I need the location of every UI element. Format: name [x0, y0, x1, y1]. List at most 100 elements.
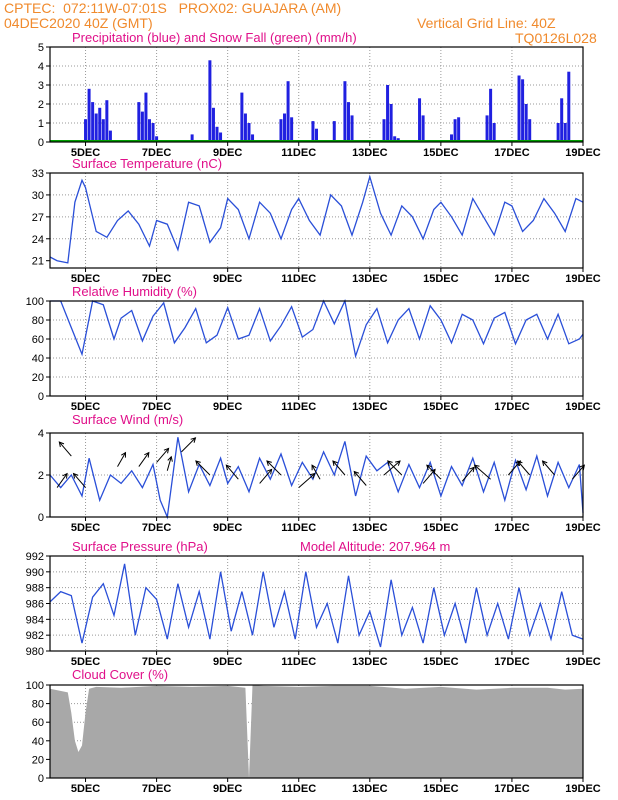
panel-frame — [49, 432, 584, 518]
y-tick-label: 20 — [32, 754, 44, 766]
x-tick-label: 5DEC — [71, 273, 100, 285]
precip-bar — [418, 98, 422, 142]
x-tick-label: 5DEC — [71, 783, 100, 795]
x-tick-label: 11DEC — [281, 522, 316, 534]
x-tick-label: 7DEC — [142, 401, 171, 413]
panel-title: Surface Pressure (hPa) — [72, 539, 208, 554]
x-tick-label: 19DEC — [565, 656, 601, 668]
y-tick-label: 100 — [26, 296, 44, 308]
precip-bar — [140, 111, 144, 142]
precip-bar — [382, 119, 386, 142]
precip-bar — [105, 100, 109, 142]
precip-bar — [450, 134, 454, 142]
x-tick-label: 13DEC — [352, 401, 388, 413]
precip-bar — [190, 134, 194, 142]
wind-arrow-head — [62, 472, 68, 479]
wind-arrow — [58, 441, 72, 457]
precip-bar — [215, 126, 219, 142]
wind-arrow-head — [120, 451, 127, 458]
x-tick-label: 7DEC — [142, 147, 171, 159]
wind-arrow-head — [311, 464, 317, 471]
precip-bar — [389, 104, 393, 142]
y-tick-label: 80 — [32, 699, 44, 711]
precip-bar — [485, 115, 489, 142]
precip-bar — [332, 121, 336, 142]
precip-bar — [283, 113, 287, 142]
precip-bar — [137, 102, 141, 142]
panel-title: Surface Wind (m/s) — [72, 412, 183, 427]
panel-title: Surface Temperature (nC) — [72, 156, 222, 171]
x-tick-label: 17DEC — [494, 656, 530, 668]
panel-title: Cloud Cover (%) — [72, 667, 168, 682]
series-line — [49, 437, 584, 520]
x-tick-label: 13DEC — [352, 656, 388, 668]
panel-0: 5DEC 7DEC 9DEC 11DEC 13DEC 15DEC 17DEC 19DEC 0 1 2… — [38, 30, 601, 159]
wind-arrow-head — [469, 466, 475, 473]
precip-bar — [346, 102, 350, 142]
wind-arrow — [138, 452, 150, 467]
x-tick-label: 19DEC — [565, 147, 601, 159]
header-date: 04DEC2020 40Z (GMT) — [4, 15, 153, 31]
precip-bar — [290, 117, 294, 142]
wind-arrow — [517, 460, 531, 476]
precip-bar — [492, 123, 496, 142]
y-tick-label: 33 — [32, 168, 44, 180]
wind-arrow — [73, 473, 86, 488]
precip-bar — [393, 136, 397, 142]
x-tick-label: 13DEC — [352, 273, 388, 285]
precip-bar — [528, 119, 532, 142]
wind-arrow-head — [473, 464, 480, 471]
series-line — [49, 174, 584, 264]
y-tick-label: 2 — [38, 99, 44, 111]
x-tick-label: 7DEC — [142, 656, 171, 668]
precip-bar — [151, 123, 155, 142]
wind-arrow — [259, 469, 273, 484]
wind-arrow-head — [225, 464, 232, 471]
x-tick-label: 15DEC — [423, 783, 459, 795]
y-tick-label: 2 — [38, 470, 44, 482]
precip-bar — [208, 60, 212, 142]
precip-bar — [144, 92, 148, 142]
wind-arrow-head — [266, 468, 273, 475]
x-tick-label: 9DEC — [213, 783, 242, 795]
y-tick-label: 21 — [32, 256, 44, 268]
panel-frame — [49, 46, 584, 143]
wind-arrow-head — [144, 451, 150, 458]
x-tick-label: 19DEC — [565, 783, 601, 795]
wind-arrow — [117, 452, 126, 467]
x-tick-label: 15DEC — [423, 273, 459, 285]
precip-bar — [386, 85, 390, 142]
wind-arrow-head — [163, 447, 170, 454]
y-tick-label: 5 — [38, 42, 44, 54]
precip-bar — [489, 88, 493, 142]
wind-arrow — [166, 456, 172, 471]
precip-bar — [243, 113, 247, 142]
x-tick-label: 7DEC — [142, 522, 171, 534]
y-tick-label: 60 — [32, 334, 44, 346]
x-tick-label: 11DEC — [281, 783, 316, 795]
precip-bar — [343, 81, 347, 142]
x-tick-label: 19DEC — [565, 522, 601, 534]
wind-arrow — [225, 464, 239, 480]
series-line — [49, 563, 584, 648]
x-tick-label: 13DEC — [352, 783, 388, 795]
wind-arrow — [298, 473, 316, 488]
y-tick-label: 27 — [32, 212, 44, 224]
precip-bar — [350, 115, 354, 142]
precip-bar — [453, 119, 457, 142]
precip-bar — [219, 132, 223, 142]
y-tick-label: 24 — [32, 234, 44, 246]
precip-bar — [94, 113, 98, 142]
y-tick-label: 984 — [26, 614, 44, 626]
y-tick-label: 990 — [26, 567, 44, 579]
x-tick-label: 19DEC — [565, 401, 601, 413]
wind-arrow-head — [167, 455, 173, 462]
precip-bar — [251, 134, 255, 142]
wind-arrow-head — [72, 472, 79, 479]
panel-4: 5DEC 7DEC 9DEC 11DEC 13DEC 15DEC 17DEC 19DEC 980… — [26, 539, 601, 668]
y-tick-label: 60 — [32, 717, 44, 729]
x-tick-label: 9DEC — [213, 522, 242, 534]
x-tick-label: 15DEC — [423, 522, 459, 534]
wind-arrow — [387, 460, 403, 476]
